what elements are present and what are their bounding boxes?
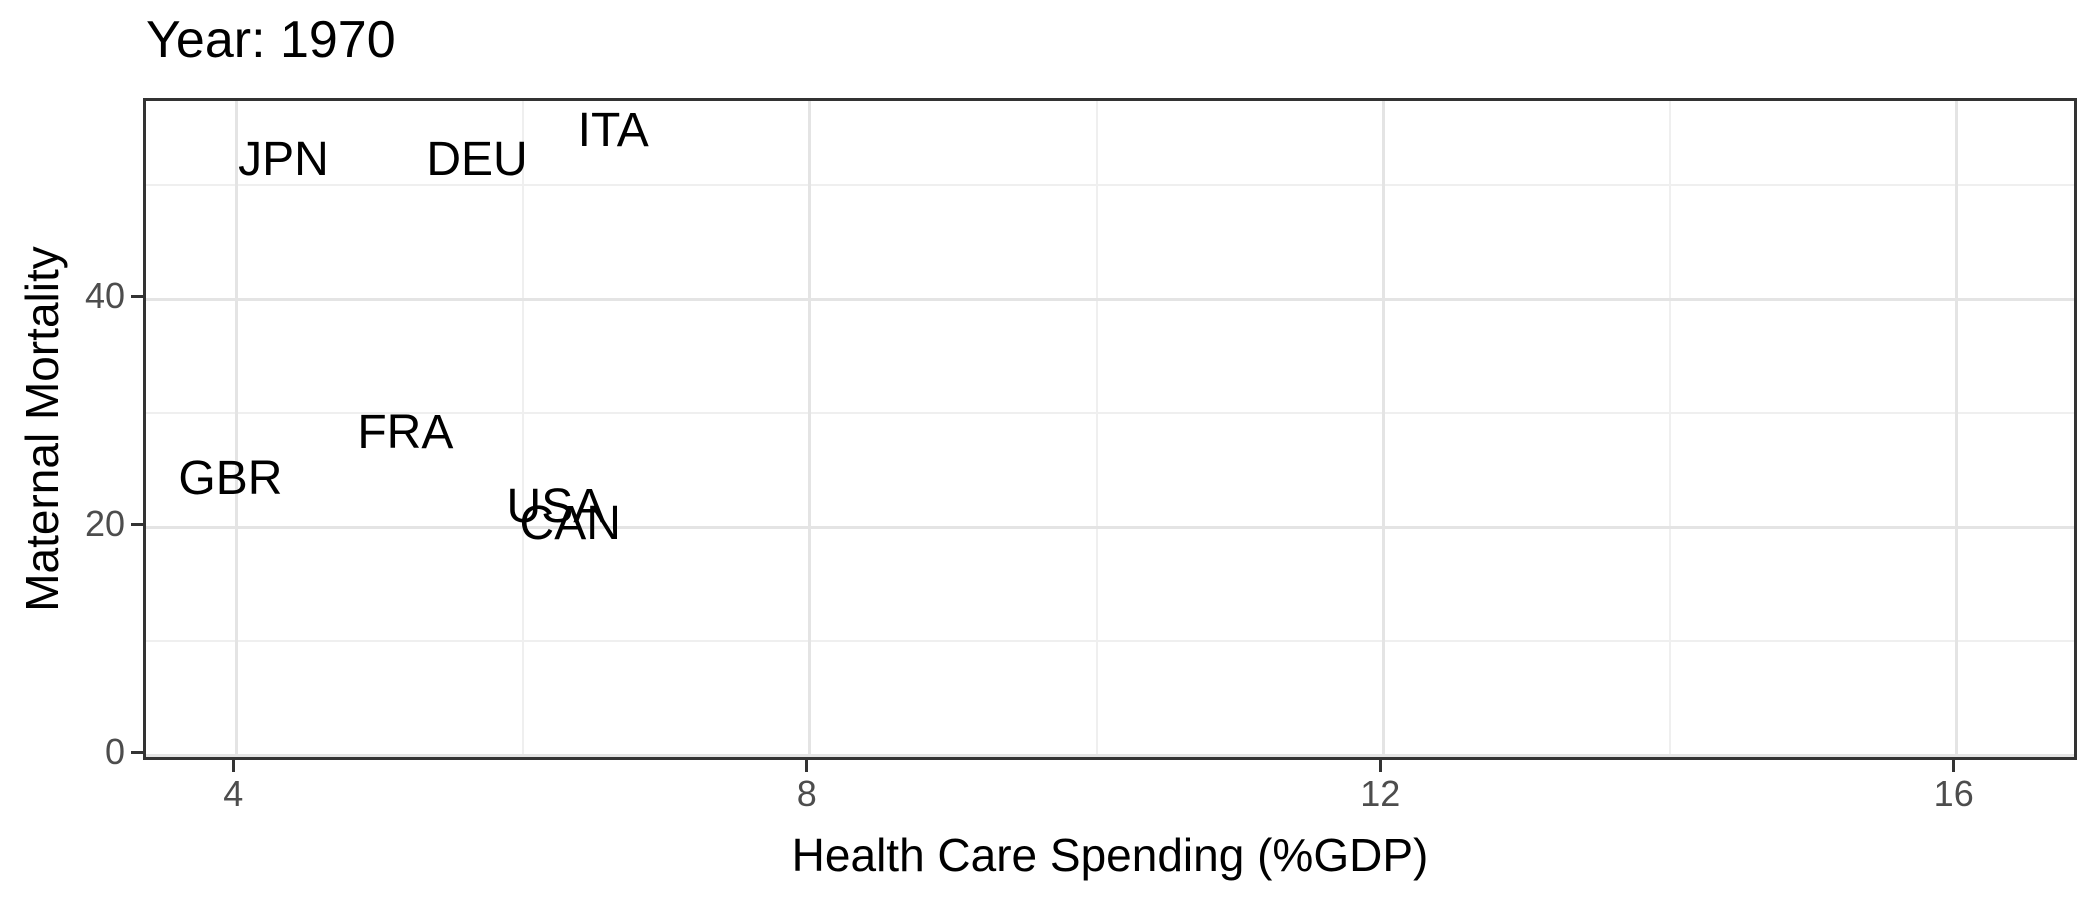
x-tick-mark <box>1378 760 1382 772</box>
y-tick-label: 40 <box>84 275 125 317</box>
gridline-y-major <box>146 525 2074 529</box>
gridline-x-major <box>808 101 812 757</box>
country-label-JPN: JPN <box>238 132 329 186</box>
plot-panel <box>143 98 2077 760</box>
x-tick-label: 16 <box>1933 773 1974 814</box>
country-label-ITA: ITA <box>577 104 649 158</box>
country-label-CAN: CAN <box>519 497 621 551</box>
y-axis-title: Maternal Mortality <box>16 246 68 612</box>
x-tick-label: 8 <box>796 773 817 814</box>
x-axis-title: Health Care Spending (%GDP) <box>791 829 1429 881</box>
x-tick-label: 12 <box>1360 773 1401 814</box>
country-label-FRA: FRA <box>357 405 454 459</box>
y-tick-mark <box>131 750 143 754</box>
gridline-x-major <box>1955 101 1959 757</box>
country-label-GBR: GBR <box>178 451 283 505</box>
x-tick-label: 4 <box>223 773 244 814</box>
country-label-DEU: DEU <box>426 132 528 186</box>
gridline-y-minor <box>146 412 2074 415</box>
x-tick-mark <box>805 760 809 772</box>
gridline-x-major <box>234 101 238 757</box>
gridline-x-minor <box>1668 101 1671 757</box>
gridline-y-major <box>146 753 2074 757</box>
x-tick-mark <box>231 760 235 772</box>
plot-title: Year: 1970 <box>146 11 396 69</box>
gridline-y-major <box>146 297 2074 301</box>
y-tick-label: 0 <box>104 731 125 773</box>
country-label-USA: USA <box>506 480 606 534</box>
gridline-x-minor <box>1095 101 1098 757</box>
gridline-y-minor <box>146 184 2074 187</box>
y-tick-label: 20 <box>84 503 125 545</box>
gridline-x-major <box>1381 101 1385 757</box>
y-tick-mark <box>131 522 143 526</box>
y-tick-mark <box>131 294 143 298</box>
x-tick-mark <box>1952 760 1956 772</box>
gridline-y-minor <box>146 640 2074 643</box>
gridline-x-minor <box>522 101 525 757</box>
